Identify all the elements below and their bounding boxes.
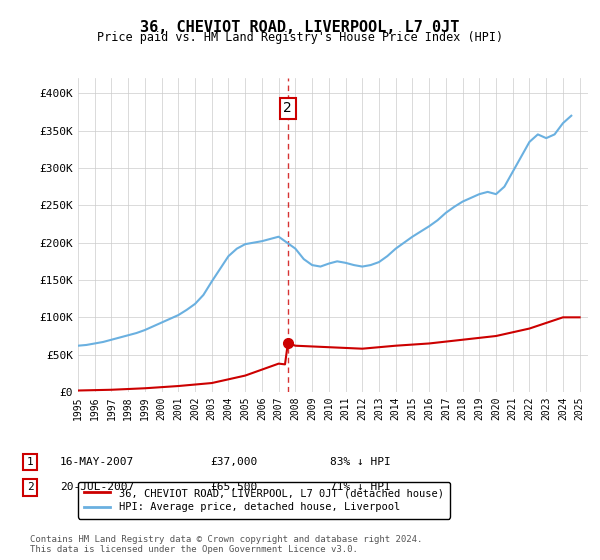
Text: 16-MAY-2007: 16-MAY-2007 [60, 457, 134, 467]
Text: 71% ↓ HPI: 71% ↓ HPI [330, 482, 391, 492]
Text: Price paid vs. HM Land Registry's House Price Index (HPI): Price paid vs. HM Land Registry's House … [97, 31, 503, 44]
Text: 2: 2 [283, 101, 292, 115]
Legend: 36, CHEVIOT ROAD, LIVERPOOL, L7 0JT (detached house), HPI: Average price, detach: 36, CHEVIOT ROAD, LIVERPOOL, L7 0JT (det… [78, 482, 450, 519]
Text: 36, CHEVIOT ROAD, LIVERPOOL, L7 0JT: 36, CHEVIOT ROAD, LIVERPOOL, L7 0JT [140, 20, 460, 35]
Text: 20-JUL-2007: 20-JUL-2007 [60, 482, 134, 492]
Text: Contains HM Land Registry data © Crown copyright and database right 2024.
This d: Contains HM Land Registry data © Crown c… [30, 535, 422, 554]
Text: £37,000: £37,000 [210, 457, 257, 467]
Text: £65,500: £65,500 [210, 482, 257, 492]
Text: 2: 2 [26, 482, 34, 492]
Text: 1: 1 [26, 457, 34, 467]
Text: 83% ↓ HPI: 83% ↓ HPI [330, 457, 391, 467]
